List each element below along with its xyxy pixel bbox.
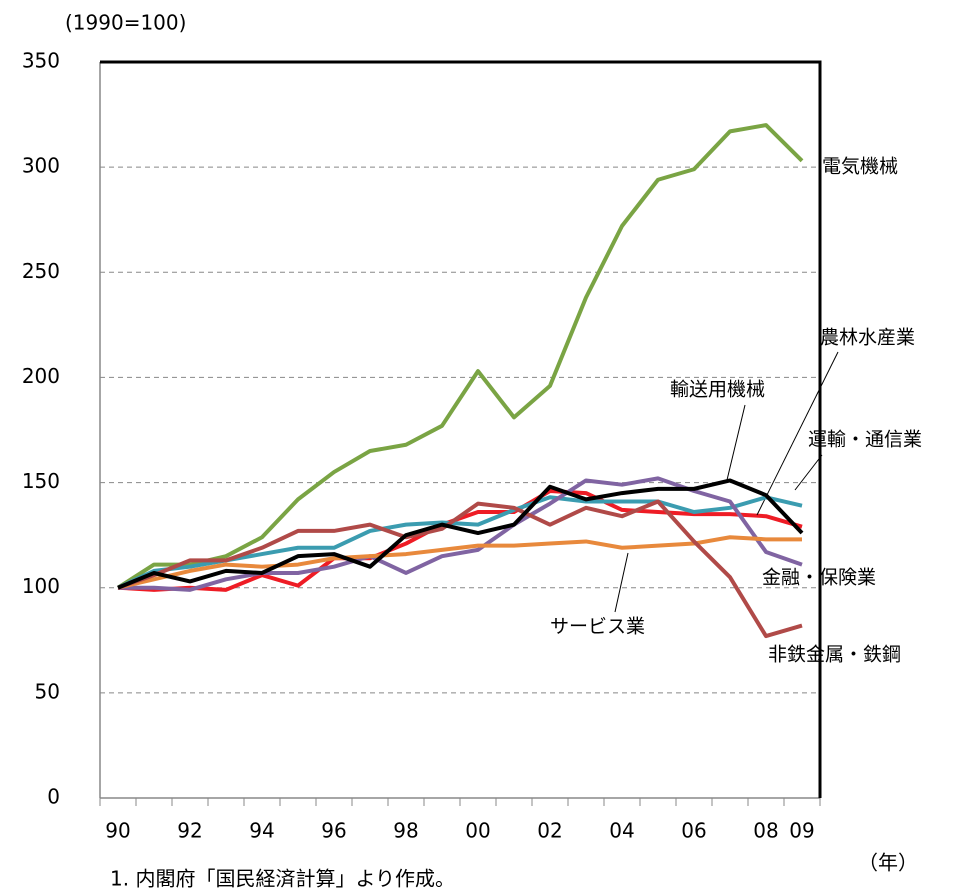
x-tick-label: 90 [105, 819, 130, 843]
x-tick-label: 06 [681, 819, 706, 843]
x-tick-label: 94 [249, 819, 274, 843]
series-label: 非鉄金属・鉄鋼 [768, 644, 901, 666]
y-tick-label: 300 [22, 154, 60, 178]
leader-line [614, 552, 629, 613]
series-label: 農林水産業 [820, 327, 915, 349]
x-axis-label: （年） [858, 851, 918, 875]
series-label: 電気機械 [822, 156, 898, 178]
y-tick-label: 200 [22, 364, 60, 388]
y-tick-label: 0 [47, 785, 60, 809]
x-tick-label: 96 [321, 819, 346, 843]
y-tick-label: 350 [22, 49, 60, 73]
series-label: 金融・保険業 [762, 567, 876, 589]
x-tick-label: 98 [393, 819, 418, 843]
x-tick-label: 04 [609, 819, 634, 843]
leader-line [726, 404, 746, 481]
series-line [116, 123, 804, 590]
x-tick-label: 00 [465, 819, 490, 843]
x-tick-label: 02 [537, 819, 562, 843]
y-tick-label: 50 [35, 679, 60, 703]
series-label: 運輸・通信業 [808, 429, 922, 451]
y-tick-label: 100 [22, 574, 60, 598]
series-line [117, 478, 804, 590]
series-line [117, 499, 803, 639]
series-line [117, 488, 803, 592]
x-tick-label: 09 [789, 819, 814, 843]
note: 1. 内閣府「国民経済計算」より作成。 [110, 867, 455, 889]
x-tick-label: 08 [753, 819, 778, 843]
x-tick-label: 92 [177, 819, 202, 843]
y-tick-label: 250 [22, 259, 60, 283]
leader-line [794, 454, 823, 491]
plot-frame [100, 60, 822, 798]
series-line [117, 535, 802, 590]
series-label: 輸送用機械 [670, 379, 765, 401]
series-label: サービス業 [550, 616, 645, 638]
y-axis-label: (1990=100) [65, 11, 186, 35]
leader-line [756, 351, 839, 516]
y-tick-label: 150 [22, 469, 60, 493]
